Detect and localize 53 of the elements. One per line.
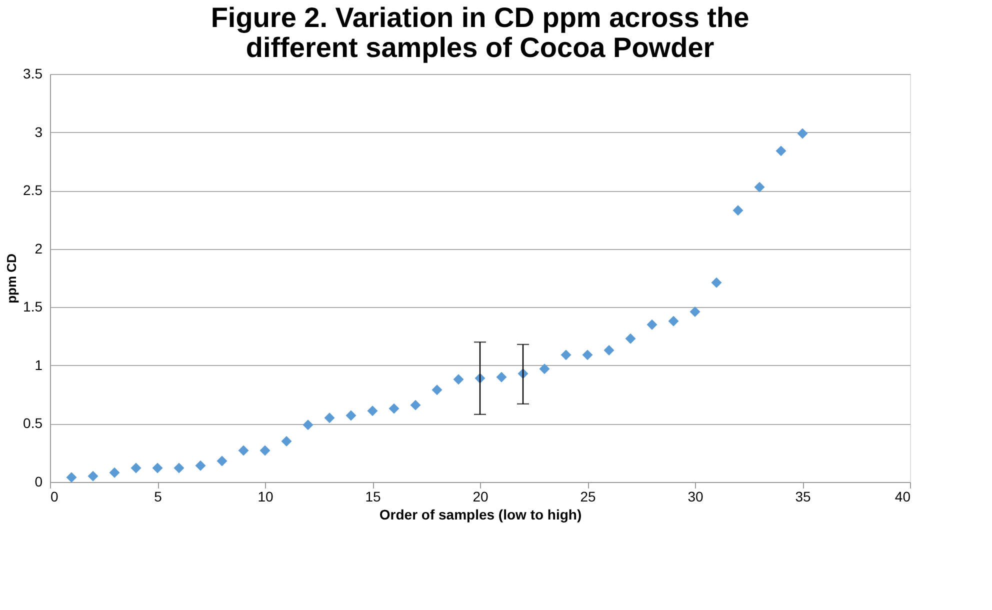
point <box>625 333 636 344</box>
point <box>302 420 314 430</box>
y-tick-label: 1 <box>34 356 43 373</box>
point <box>130 462 142 474</box>
point <box>690 306 700 318</box>
point <box>560 350 572 360</box>
point <box>216 456 228 466</box>
y-tick-label: 0.5 <box>23 415 43 432</box>
x-tick-label: 20 <box>472 488 488 504</box>
point <box>174 462 184 474</box>
x-tick-label: 10 <box>258 488 274 504</box>
point <box>432 384 442 396</box>
point <box>604 345 614 356</box>
chart-title: Figure 2. Variation in CD ppm across the different samples of Cocoa Powder <box>210 2 750 63</box>
point <box>539 364 550 374</box>
x-tick-label: 15 <box>365 488 381 504</box>
point <box>646 319 658 330</box>
point <box>496 372 507 382</box>
x-tick-label: 0 <box>50 488 58 504</box>
point <box>582 350 593 360</box>
point <box>66 472 77 483</box>
y-tick-label: 2 <box>34 240 43 256</box>
point <box>367 406 378 416</box>
y-tick-label: 0 <box>34 474 43 490</box>
y-tick-label: 2.5 <box>23 182 43 198</box>
point <box>388 403 400 414</box>
x-axis-title: Order of samples (low to high) <box>379 506 582 522</box>
point <box>88 470 98 482</box>
point <box>453 374 464 385</box>
point <box>324 412 335 424</box>
point <box>797 128 808 139</box>
point <box>410 400 421 410</box>
x-tick-label: 30 <box>688 488 704 504</box>
x-tick-label: 5 <box>154 488 162 504</box>
y-tick-label: 3.5 <box>23 66 43 82</box>
point <box>238 445 249 456</box>
x-tick-label: 35 <box>795 488 811 504</box>
y-tick-label: 3 <box>34 124 43 140</box>
point <box>346 410 356 421</box>
point <box>260 445 270 456</box>
y-tick-label: 1.5 <box>23 298 43 315</box>
point <box>152 462 163 474</box>
point <box>281 436 292 446</box>
y-axis-title: ppm CD <box>4 254 20 304</box>
point <box>711 277 722 288</box>
point <box>109 467 120 478</box>
point <box>732 205 744 216</box>
point <box>754 182 765 192</box>
point <box>668 316 679 326</box>
point <box>195 460 206 471</box>
point <box>776 146 786 156</box>
x-tick-label: 40 <box>894 488 911 504</box>
x-tick-label: 25 <box>580 488 596 504</box>
